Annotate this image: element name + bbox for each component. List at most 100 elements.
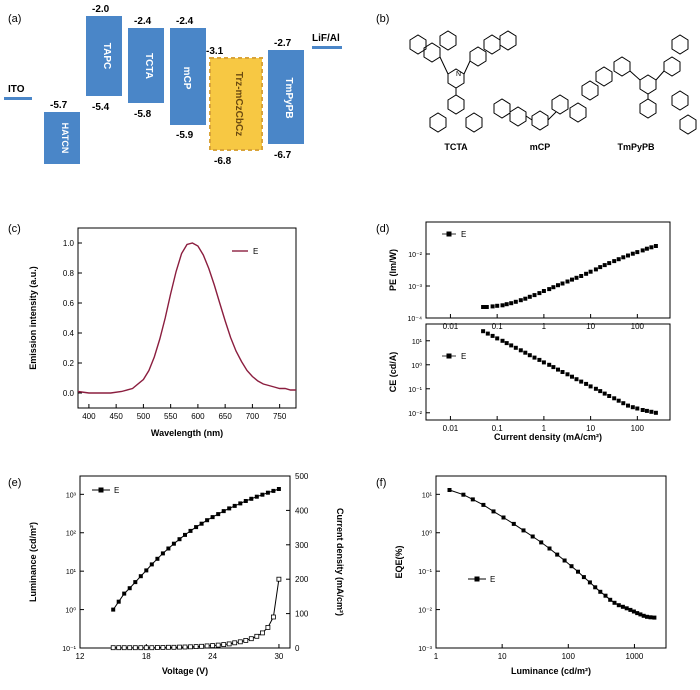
f-xtick-label: 10 — [498, 652, 507, 661]
c-ylabel: Emission intensity (a.u.) — [28, 266, 38, 370]
current-density-point — [243, 638, 249, 643]
luminance-point — [160, 551, 165, 556]
panel-d-top-frame — [425, 221, 671, 319]
d-top-point — [630, 251, 635, 256]
luminance-point — [216, 512, 221, 517]
panel-c-frame — [77, 227, 297, 409]
eqe-line — [449, 489, 655, 619]
eqe-point — [638, 612, 643, 617]
d-bottom-point — [630, 405, 635, 410]
c-ytick-label: 0.6 — [63, 299, 75, 308]
layer-mcp — [170, 28, 206, 125]
hatcn-label: HATCN — [60, 123, 70, 154]
d-top-point — [518, 298, 523, 303]
d-top-ytick-label: 10⁻⁴ — [408, 316, 423, 323]
current-density-point — [127, 645, 133, 651]
c-xtick-label: 700 — [246, 412, 260, 421]
f-xtick-label: 1000 — [626, 652, 644, 661]
layer-ito-label: ITO — [8, 84, 25, 95]
current-density-point — [215, 642, 221, 648]
current-density-point — [237, 639, 243, 645]
d-top-point — [513, 299, 518, 304]
spectrum-line-e — [77, 242, 296, 394]
d-top-point — [621, 255, 626, 260]
d-bottom-point — [551, 365, 556, 370]
layer-lifal — [312, 46, 342, 49]
luminance-point — [166, 546, 171, 551]
d-bottom-point — [588, 384, 593, 389]
current-density-point — [204, 643, 210, 649]
d-top-point — [500, 303, 505, 308]
eqe-point — [521, 528, 526, 533]
d-bottom-ylabel: CE (cd/A) — [388, 352, 398, 393]
eqe-point — [555, 552, 560, 557]
luminance-point — [127, 586, 132, 591]
luminance-point — [210, 515, 215, 520]
luminance-point — [276, 487, 281, 491]
current-density-point — [193, 644, 199, 649]
e-xtick-label: 24 — [208, 652, 217, 661]
d-top-point — [574, 275, 579, 280]
legend-marker-f — [474, 576, 480, 582]
d-top-point — [570, 277, 574, 282]
luminance-point — [171, 541, 176, 546]
d-bottom-ytick-label: 10⁻¹ — [408, 387, 422, 394]
d-bottom-point — [621, 401, 626, 406]
luminance-point — [254, 494, 259, 499]
d-bottom-point — [541, 360, 546, 365]
e-xtick-label: 30 — [274, 652, 283, 661]
d-top-point — [556, 283, 560, 288]
current-density-point — [232, 640, 238, 646]
e-ytick-label: 10¹ — [66, 569, 77, 576]
eqe-point — [641, 613, 646, 618]
current-density-point — [171, 644, 177, 650]
hatcn-homo: -5.7 — [50, 100, 68, 111]
d-bottom-point — [640, 408, 645, 412]
d-bottom-point — [560, 370, 565, 374]
current-density-point — [121, 645, 127, 651]
d-top-point — [653, 244, 658, 248]
panel-c: (c) 400 450 500 550 600 650 700 750 0.0 0.2 0.4 0.6… — [8, 223, 297, 438]
eqe-point — [576, 569, 580, 574]
current-density-point — [226, 641, 232, 647]
e-y2tick-label: 500 — [295, 472, 309, 481]
layer-tapc — [86, 16, 122, 96]
current-density-point — [254, 633, 260, 639]
luminance-point — [144, 568, 149, 573]
current-density-point — [149, 645, 155, 651]
emitter-lumo: -3.1 — [206, 46, 224, 57]
d-top-point — [565, 279, 570, 284]
mcp-label: mCP — [181, 67, 192, 90]
eqe-point — [631, 609, 636, 614]
d-top-point — [593, 267, 598, 272]
d-top-point — [644, 246, 649, 251]
luminance-point — [205, 518, 210, 523]
layer-lifal-label: LiF/Al — [312, 33, 340, 44]
e-ylabel: Luminance (cd/m²) — [28, 522, 38, 602]
legend-label-d-bottom: E — [461, 352, 466, 361]
eqe-point — [628, 607, 633, 612]
d-top-xtick-label: 10 — [586, 322, 595, 331]
legend-label-e: E — [114, 486, 119, 495]
d-bottom-point — [635, 406, 640, 411]
e-y2tick-label: 300 — [295, 541, 309, 550]
d-bottom-point — [649, 409, 654, 414]
d-top-point — [635, 250, 640, 255]
luminance-point — [243, 499, 248, 503]
panel-d: (d) 0.01 0.1 1 10 100 10⁻⁴ 10⁻³ 10⁻² 0.01 0.1 1 10 1… — [376, 221, 671, 442]
d-top-point — [602, 263, 607, 268]
luminance-point — [122, 591, 127, 596]
eqe-point — [491, 509, 496, 514]
d-bottom-point — [593, 386, 598, 391]
d-bottom-point — [565, 372, 570, 377]
current-density-point — [221, 642, 227, 647]
d-top-point — [509, 301, 514, 306]
d-bottom-point — [509, 343, 514, 348]
luminance-point — [271, 488, 276, 493]
e-xtick-label: 18 — [142, 652, 151, 661]
tcta-homo: -5.8 — [134, 109, 152, 120]
luminance-point — [232, 503, 237, 508]
eqe-point — [530, 534, 535, 539]
d-top-point — [607, 261, 612, 266]
